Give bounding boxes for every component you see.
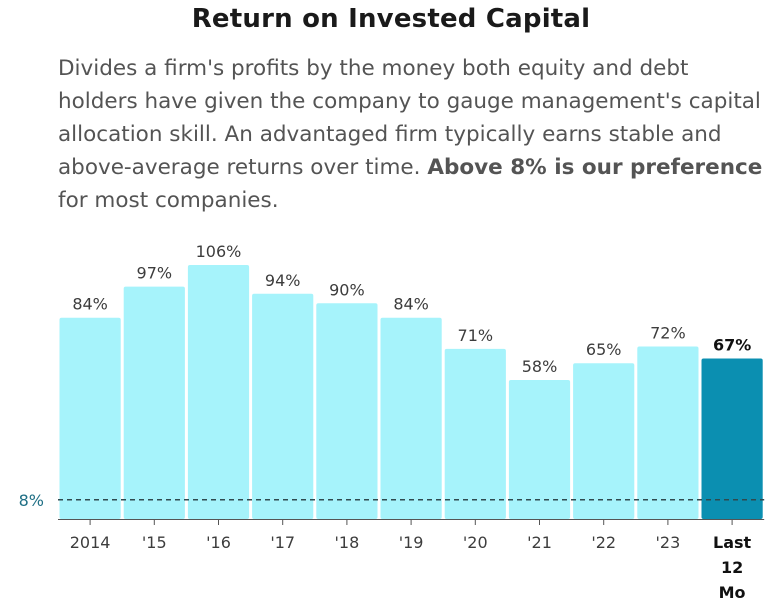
value-labels-group: 84% 97% 106% 94% 90% 84% 71% 58% 65% 72% 67% — [72, 242, 751, 376]
value-label-5: 84% — [393, 295, 429, 314]
chart-title: Return on Invested Capital — [191, 4, 591, 34]
value-label-4: 90% — [329, 280, 365, 299]
x-tick-label-5: '19 — [399, 533, 424, 552]
bar-9 — [637, 346, 699, 519]
value-label-10: 67% — [713, 336, 751, 355]
description-emphasis: Above 8% is our preference — [427, 155, 763, 180]
bar-5 — [380, 317, 442, 519]
x-tick-label-3: '17 — [270, 533, 295, 552]
x-tick-label-0: 2014 — [70, 533, 111, 552]
x-tick-label-4: '18 — [335, 533, 360, 552]
bar-8 — [573, 363, 635, 519]
x-tick-label-6: '20 — [463, 533, 488, 552]
value-label-0: 84% — [72, 295, 108, 314]
description-lead: Divides a firm's profits by the money bo… — [58, 56, 761, 180]
x-tick-label-9: '23 — [656, 533, 681, 552]
value-label-7: 58% — [522, 357, 558, 376]
reference-line-label: 8% — [19, 491, 44, 510]
x-tick-label-2: '16 — [206, 533, 231, 552]
bar-6 — [444, 348, 506, 519]
bar-4 — [316, 303, 378, 519]
chart-description: Divides a firm's profits by the money bo… — [58, 52, 774, 217]
x-axis-tick-labels: 2014 '15 '16 '17 '18 '19 '20 '21 '22 '23 Last 12 Mo — [70, 533, 752, 601]
x-tick-label-10-line-1: 12 — [721, 558, 743, 577]
bar-3 — [252, 293, 314, 519]
value-label-9: 72% — [650, 324, 686, 343]
bar-2 — [187, 265, 250, 519]
bar-7 — [508, 380, 571, 519]
value-label-8: 65% — [586, 340, 622, 359]
bars-group — [59, 265, 763, 519]
x-tick-label-7: '21 — [527, 533, 552, 552]
x-axis-ticks — [89, 519, 733, 525]
x-tick-label-10-line-2: Mo — [719, 583, 746, 601]
x-tick-label-1: '15 — [142, 533, 167, 552]
value-label-3: 94% — [265, 271, 301, 290]
x-tick-label-8: '22 — [591, 533, 616, 552]
bar-0 — [59, 317, 121, 519]
value-label-1: 97% — [137, 264, 173, 283]
value-label-6: 71% — [458, 326, 494, 345]
x-tick-label-10-line-0: Last — [713, 533, 752, 552]
value-label-2: 106% — [196, 242, 242, 261]
bar-1 — [123, 286, 185, 519]
bar-10 — [701, 358, 763, 519]
description-tail: for most companies. — [58, 188, 279, 213]
reference-line-group: 8% — [19, 491, 765, 510]
